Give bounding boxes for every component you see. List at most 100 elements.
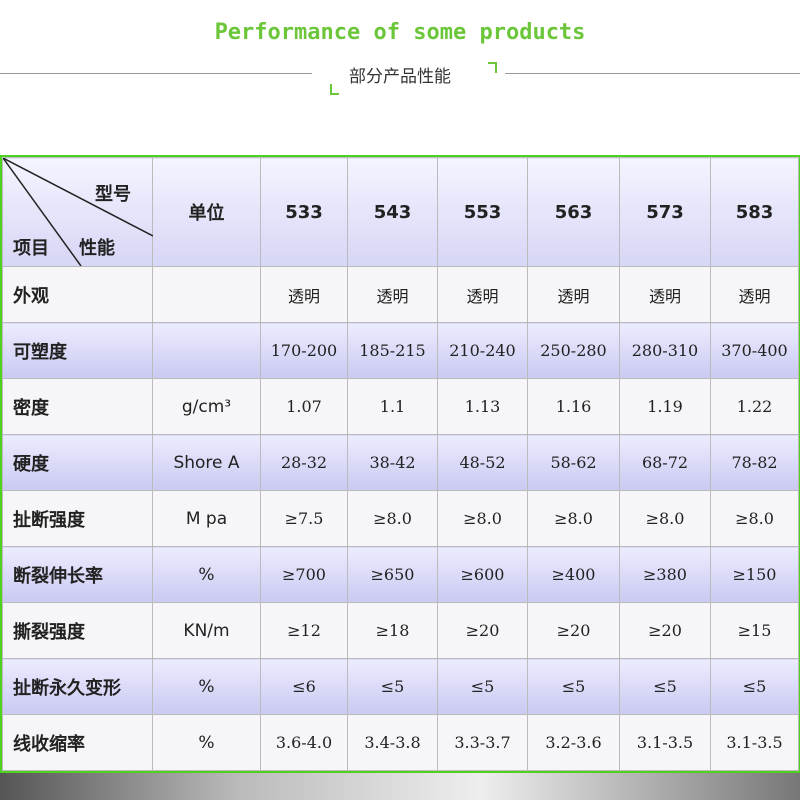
value-cell: 170-200 — [260, 322, 348, 379]
value-cell: 3.3-3.7 — [437, 714, 528, 771]
value-cell: ≥380 — [619, 546, 711, 603]
value-cell: 3.1-3.5 — [619, 714, 711, 771]
diagonals — [3, 158, 153, 266]
value-cell: 68-72 — [619, 434, 711, 491]
row: 外观 透明 透明 透明 透明 透明 透明 — [2, 266, 799, 323]
row: 线收缩率% 3.6-4.0 3.4-3.8 3.3-3.7 3.2-3.6 3.1-3.5… — [2, 714, 799, 771]
unit-cell: KN/m — [152, 602, 261, 659]
model-header: 583 — [710, 157, 799, 267]
value-cell: 透明 — [260, 266, 348, 323]
row: 扯断强度 M pa ≥7.5 ≥8.0 ≥8.0 ≥8.0 ≥8.0 ≥8.0 — [2, 490, 799, 547]
unit-cell: M pa — [152, 490, 261, 547]
rule — [0, 73, 312, 74]
row: 可塑度 170-200 185-215 210-240 250-280 280-310 37… — [2, 322, 799, 379]
corner-item: 项目 — [13, 238, 49, 259]
value-cell: 3.2-3.6 — [527, 714, 620, 771]
row-label: 扯断强度 — [2, 490, 153, 547]
value-cell: 1.1 — [347, 378, 438, 435]
value-cell: 210-240 — [437, 322, 528, 379]
subtitle: 部分产品性能 — [349, 67, 451, 87]
value-cell: 28-32 — [260, 434, 348, 491]
value-cell: ≥20 — [527, 602, 620, 659]
value-cell: 38-42 — [347, 434, 438, 491]
value-cell: ≥8.0 — [437, 490, 528, 547]
title: Performance of some products — [214, 20, 586, 45]
row: 硬度 Shore A 28-32 38-42 48-52 58-62 68-72 78-82 — [2, 434, 799, 491]
model-header: 533 — [260, 157, 348, 267]
value-cell: ≥8.0 — [710, 490, 799, 547]
value-cell: 1.13 — [437, 378, 528, 435]
corner-property: 性能 — [79, 238, 115, 259]
value-cell: ≥7.5 — [260, 490, 348, 547]
value-cell: 185-215 — [347, 322, 438, 379]
value-cell: 58-62 — [527, 434, 620, 491]
bracket — [330, 84, 339, 95]
value-cell: 250-280 — [527, 322, 620, 379]
row: 扯断永久变形% ≤6 ≤5 ≤5 ≤5 ≤5 ≤5 — [2, 658, 799, 715]
model-header: 543 — [347, 157, 438, 267]
bracket — [488, 62, 497, 73]
unit-cell: Shore A — [152, 434, 261, 491]
value-cell: ≤5 — [347, 658, 438, 715]
unit-cell: g/cm³ — [152, 378, 261, 435]
value-cell: ≥8.0 — [527, 490, 620, 547]
unit-cell — [152, 322, 261, 379]
row-label: 扯断永久变形 — [2, 658, 153, 715]
row: 密度 g/cm³ 1.07 1.1 1.13 1.16 1.19 1.22 — [2, 378, 799, 435]
table-frame: 型号 项目 性能 单位 533 543 553 563 573 583 外观 透明 透明 透明透… — [0, 155, 800, 773]
model-header: 573 — [619, 157, 711, 267]
value-cell: 280-310 — [619, 322, 711, 379]
value-cell: 1.16 — [527, 378, 620, 435]
value-cell: 370-400 — [710, 322, 799, 379]
header-row: 型号 项目 性能 单位 533 543 553 563 573 583 — [2, 157, 799, 267]
value-cell: ≤5 — [437, 658, 528, 715]
value-cell: 透明 — [619, 266, 711, 323]
row: 撕裂强度 KN/m ≥12 ≥18 ≥20 ≥20 ≥20 ≥15 — [2, 602, 799, 659]
value-cell: ≥8.0 — [347, 490, 438, 547]
unit-cell: % — [152, 546, 261, 603]
row-label: 线收缩率 — [2, 714, 153, 771]
value-cell: 透明 — [527, 266, 620, 323]
row-label: 硬度 — [2, 434, 153, 491]
row-label: 可塑度 — [2, 322, 153, 379]
model-header: 553 — [437, 157, 528, 267]
row-label: 断裂伸长率 — [2, 546, 153, 603]
value-cell: ≥18 — [347, 602, 438, 659]
value-cell: ≥400 — [527, 546, 620, 603]
value-cell: 1.07 — [260, 378, 348, 435]
value-cell: ≤5 — [527, 658, 620, 715]
value-cell: ≤5 — [710, 658, 799, 715]
value-cell: 48-52 — [437, 434, 528, 491]
value-cell: ≥150 — [710, 546, 799, 603]
value-cell: ≥700 — [260, 546, 348, 603]
value-cell: 3.4-3.8 — [347, 714, 438, 771]
corner-model: 型号 — [95, 184, 131, 205]
value-cell: ≥20 — [619, 602, 711, 659]
value-cell: 3.1-3.5 — [710, 714, 799, 771]
value-cell: ≥8.0 — [619, 490, 711, 547]
value-cell: 78-82 — [710, 434, 799, 491]
spec-table: 型号 项目 性能 单位 533 543 553 563 573 583 外观 透明 透明 透明透… — [2, 157, 799, 771]
value-cell: 3.6-4.0 — [260, 714, 348, 771]
row-label: 外观 — [2, 266, 153, 323]
row: 断裂伸长率% ≥700 ≥650 ≥600 ≥400 ≥380 ≥150 — [2, 546, 799, 603]
unit-header: 单位 — [152, 157, 261, 267]
value-cell: ≤5 — [619, 658, 711, 715]
rule — [505, 73, 800, 74]
value-cell: 透明 — [437, 266, 528, 323]
value-cell: ≥12 — [260, 602, 348, 659]
value-cell: ≤6 — [260, 658, 348, 715]
value-cell: ≥15 — [710, 602, 799, 659]
model-header: 563 — [527, 157, 620, 267]
value-cell: ≥650 — [347, 546, 438, 603]
row-label: 密度 — [2, 378, 153, 435]
value-cell: ≥20 — [437, 602, 528, 659]
value-cell: 透明 — [347, 266, 438, 323]
unit-cell: % — [152, 714, 261, 771]
value-cell: 1.22 — [710, 378, 799, 435]
value-cell: ≥600 — [437, 546, 528, 603]
unit-cell: % — [152, 658, 261, 715]
value-cell: 1.19 — [619, 378, 711, 435]
corner-cell: 型号 项目 性能 — [2, 157, 153, 267]
